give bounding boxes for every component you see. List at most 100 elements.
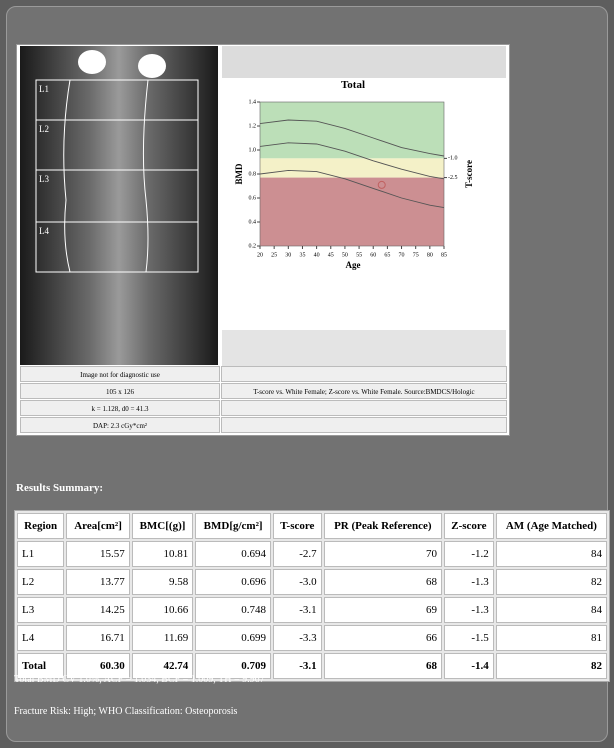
region-label: L2 [39,124,49,134]
x-tick-label: 55 [356,252,362,258]
info-cell: k = 1.128, d0 = 41.3 [20,400,220,416]
spine-image [20,46,218,365]
cell: L2 [17,569,64,595]
x-tick-label: 75 [413,252,419,258]
x-tick-label: 50 [342,252,348,258]
x-tick-label: 70 [399,252,405,258]
x-tick-label: 85 [441,252,447,258]
info-cell: 105 x 126 [20,383,220,399]
column-header: Region [17,513,64,539]
cell: -1.3 [444,569,494,595]
artifact [78,50,106,74]
y-tick-label: 1.4 [249,99,257,105]
cell: -3.0 [273,569,322,595]
y-tick-label: 0.6 [249,195,257,201]
y-tick-label: 0.2 [249,243,257,249]
cell: 68 [324,653,442,679]
cell: -3.3 [273,625,322,651]
column-header: BMD[g/cm²] [195,513,271,539]
info-cell: Image not for diagnostic use [20,366,220,382]
x-tick-label: 30 [285,252,291,258]
info-cell [221,400,507,416]
x-tick-label: 65 [384,252,390,258]
band [260,102,444,158]
cell: -1.2 [444,541,494,567]
cell: 9.58 [132,569,193,595]
y-tick-label: 1.0 [249,147,257,153]
info-cell [221,366,507,382]
y2-axis-label: T-score [464,160,474,188]
artifact [138,54,166,78]
cell: 15.57 [66,541,129,567]
column-header: PR (Peak Reference) [324,513,442,539]
page: {"scan":{"regions":["L1","L2","L3","L4"]… [0,0,614,748]
cell: 66 [324,625,442,651]
region-label: L3 [39,174,49,184]
cell: -1.4 [444,653,494,679]
cell: 0.694 [195,541,271,567]
cell: 13.77 [66,569,129,595]
chart-title: Total [341,79,365,91]
y2-tick-label: -2.5 [448,175,458,181]
cell: 0.699 [195,625,271,651]
x-axis-label: Age [346,260,361,270]
cell: 0.748 [195,597,271,623]
info-cell: DAP: 2.3 cGy*cm² [20,417,220,433]
x-tick-label: 40 [314,252,320,258]
cell: L4 [17,625,64,651]
info-cell [221,417,507,433]
cell: 84 [496,541,607,567]
cell: 11.69 [132,625,193,651]
cell: L3 [17,597,64,623]
cell: 70 [324,541,442,567]
column-header: Z-score [444,513,494,539]
cell: -1.5 [444,625,494,651]
x-tick-label: 35 [299,252,305,258]
band [260,178,444,246]
note: Total BMD CV 1.0%, ACF = 1.034, BCF = 1.… [14,674,265,685]
y-tick-label: 0.8 [249,171,257,177]
cell: 16.71 [66,625,129,651]
note: Fracture Risk: High; WHO Classification:… [14,706,237,717]
cell: 81 [496,625,607,651]
cell: L1 [17,541,64,567]
region-label: L4 [39,226,49,236]
y-axis-label: BMD [234,163,244,184]
cell: 69 [324,597,442,623]
cell: -3.1 [273,653,322,679]
cell: 14.25 [66,597,129,623]
column-header: AM (Age Matched) [496,513,607,539]
x-tick-label: 60 [370,252,376,258]
cell: 0.696 [195,569,271,595]
y-tick-label: 1.2 [249,123,257,129]
cell: -1.3 [444,597,494,623]
data-row: L213.779.580.696-3.068-1.382 [17,569,607,595]
cell: 68 [324,569,442,595]
x-tick-label: 25 [271,252,277,258]
column-header: BMC[(g)] [132,513,193,539]
region-label: L1 [39,84,49,94]
cell: -3.1 [273,597,322,623]
y-tick-label: 0.4 [249,219,257,225]
x-tick-label: 20 [257,252,263,258]
cell: 82 [496,569,607,595]
cell: 10.66 [132,597,193,623]
chart-footer [222,330,506,366]
band [260,158,444,177]
info-cell: T-score vs. White Female; Z-score vs. Wh… [221,383,507,399]
y2-tick-label: -1.0 [448,156,458,162]
column-header: T-score [273,513,322,539]
x-tick-label: 80 [427,252,433,258]
x-tick-label: 45 [328,252,334,258]
results-title: Results Summary: [16,482,103,494]
cell: 10.81 [132,541,193,567]
cell: 82 [496,653,607,679]
cell: -2.7 [273,541,322,567]
chart-header [222,46,506,78]
header-row: RegionArea[cm²]BMC[(g)]BMD[g/cm²]T-score… [17,513,607,539]
cell: 84 [496,597,607,623]
